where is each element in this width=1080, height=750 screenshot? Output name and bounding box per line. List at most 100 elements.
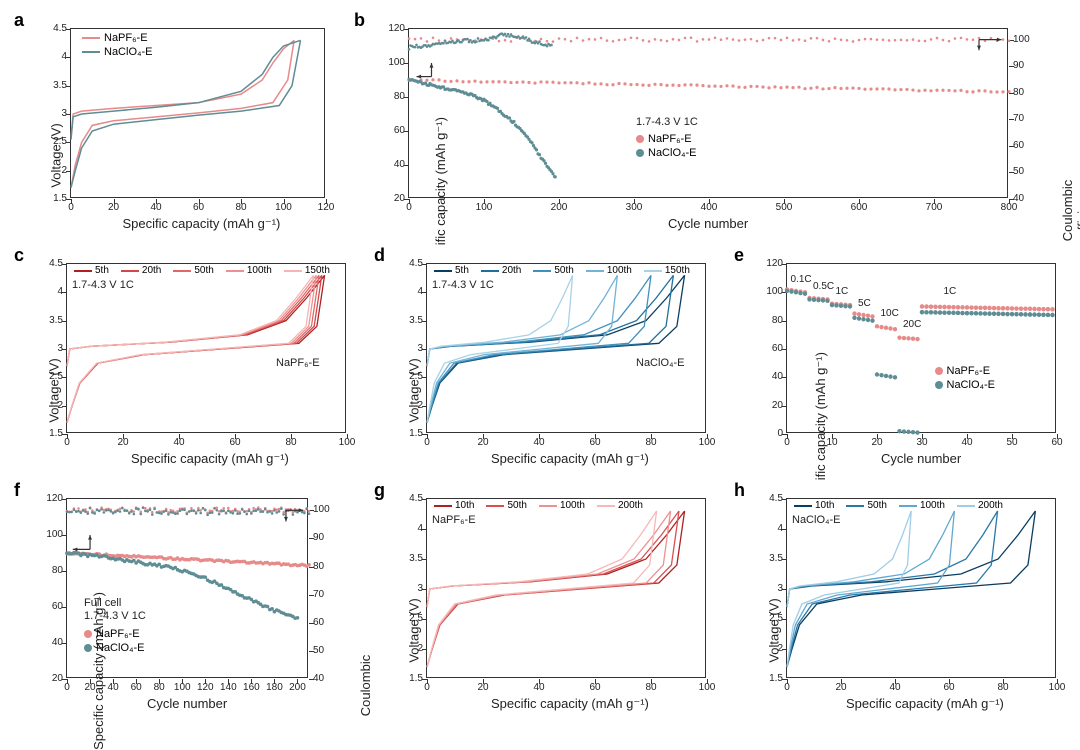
legend-item: 150th [284, 265, 330, 276]
legend-item: 10th [434, 500, 474, 511]
legend-swatch [935, 367, 943, 375]
legend-item: 100th [539, 500, 585, 511]
ytick: 4 [395, 523, 423, 534]
panel-e: e01020304050600204060801001200.1C0.5C1C5… [730, 245, 1070, 470]
ytick-r: 50 [313, 645, 324, 656]
ytick: 60 [755, 343, 783, 354]
series-line [427, 275, 573, 422]
legend-text: NaClO₄-E [947, 379, 996, 391]
cycle-legend: 10th 50th 100th 200th [434, 500, 643, 511]
plot-svg [427, 499, 707, 679]
condition-annot: 1.7-4.3 V 1C [84, 610, 146, 622]
legend: NaPF₆-E NaClO₄-E [84, 628, 145, 656]
ytick-r: 80 [313, 561, 324, 572]
ytick: 20 [35, 673, 63, 684]
ytick: 40 [377, 159, 405, 170]
legend-item: NaClO₄-E [84, 642, 145, 654]
legend-item: 200th [597, 500, 643, 511]
ytick-r: 70 [1013, 113, 1024, 124]
rate-label: 0.1C [791, 274, 812, 285]
ytick: 100 [755, 286, 783, 297]
legend-item: 20th [121, 265, 161, 276]
legend-swatch [82, 51, 100, 53]
condition-annot: Full cell [84, 597, 121, 609]
panel-h: h0204060801001.522.533.544.5Voltage (V)S… [730, 480, 1070, 715]
ytick: 1.5 [755, 673, 783, 684]
ytick: 1.5 [35, 428, 63, 439]
ytick: 4.5 [35, 258, 63, 269]
panel-label-c: c [14, 245, 24, 266]
axis-label: Cycle number [668, 216, 748, 231]
ytick: 60 [377, 125, 405, 136]
ytick-r: 90 [1013, 60, 1024, 71]
plot-svg [787, 499, 1057, 679]
ytick-r: 100 [1013, 34, 1030, 45]
legend: NaPF₆-E NaClO₄-E [935, 365, 996, 393]
axis-label: Voltage (V) [407, 358, 422, 422]
ytick-r: 40 [1013, 193, 1024, 204]
legend: NaPF₆-ENaClO₄-E [82, 32, 153, 60]
legend-item: NaPF₆-E [84, 628, 145, 640]
ytick: 3.5 [395, 553, 423, 564]
legend-swatch [82, 37, 100, 39]
panel-a: a0204060801001201.522.533.544.5Voltage (… [10, 10, 340, 235]
ytick: 4.5 [395, 258, 423, 269]
electrolyte-label: NaPF₆-E [276, 357, 320, 369]
ytick: 4.5 [395, 493, 423, 504]
ytick: 40 [35, 637, 63, 648]
panel-label-d: d [374, 245, 385, 266]
condition-annot: 1.7-4.3 V 1C [72, 279, 134, 291]
legend-item: 50th [846, 500, 886, 511]
legend-item: NaPF₆-E [935, 365, 996, 377]
ytick: 4.5 [39, 23, 67, 34]
legend-swatch [84, 644, 92, 652]
rate-label: 5C [858, 298, 871, 309]
legend-text: NaClO₄-E [648, 147, 697, 159]
ytick: 40 [755, 371, 783, 382]
legend-item: 50th [173, 265, 213, 276]
panel-label-b: b [354, 10, 365, 31]
ytick: 0 [755, 428, 783, 439]
electrolyte-label: NaClO₄-E [792, 514, 841, 526]
ytick: 120 [755, 258, 783, 269]
legend-item: 50th [533, 265, 573, 276]
axis-label: Cycle number [147, 696, 227, 711]
ytick: 3 [395, 343, 423, 354]
legend-swatch [935, 381, 943, 389]
axis-label: Specific capacity (mAh g⁻¹) [491, 696, 649, 712]
legend: NaPF₆-ENaClO₄-E [636, 133, 697, 161]
legend-item: NaClO₄-E [636, 147, 697, 159]
electrolyte-label: NaClO₄-E [636, 357, 685, 369]
cycle-legend: 10th50th100th200th [794, 500, 1003, 511]
ytick-r: 80 [1013, 87, 1024, 98]
axis-label: Voltage (V) [407, 598, 422, 662]
panel-label-e: e [734, 245, 744, 266]
axis-label: Specific capacity (mAh g⁻¹) [491, 451, 649, 467]
ytick-r: 60 [313, 617, 324, 628]
ytick-r: 70 [313, 589, 324, 600]
legend-item: NaClO₄-E [82, 46, 153, 58]
legend-item: 200th [957, 500, 1003, 511]
axis-label: Coulombic efficiency (%) [1060, 180, 1080, 241]
panel-label-g: g [374, 480, 385, 501]
legend-item: 50th [486, 500, 526, 511]
axis-label: Cycle number [881, 451, 961, 466]
legend-text: NaClO₄-E [96, 642, 145, 654]
legend-item: 150th [644, 265, 690, 276]
series-line [67, 275, 322, 422]
ytick: 4 [755, 523, 783, 534]
cycle-legend: 5th20th50th100th150th [434, 265, 690, 276]
ytick: 1.5 [395, 428, 423, 439]
ytick: 1.5 [395, 673, 423, 684]
series-line [67, 275, 319, 422]
legend-swatch [636, 149, 644, 157]
ytick: 80 [755, 315, 783, 326]
ytick: 60 [35, 601, 63, 612]
ytick-r: 50 [1013, 166, 1024, 177]
panel-f: f020406080100120140160180200204060801001… [10, 480, 360, 715]
ytick: 3 [35, 343, 63, 354]
ytick: 3 [39, 108, 67, 119]
ytick: 80 [35, 565, 63, 576]
axis-label: Specific capacity (mAh g⁻¹) [846, 696, 1004, 712]
ytick: 20 [377, 193, 405, 204]
